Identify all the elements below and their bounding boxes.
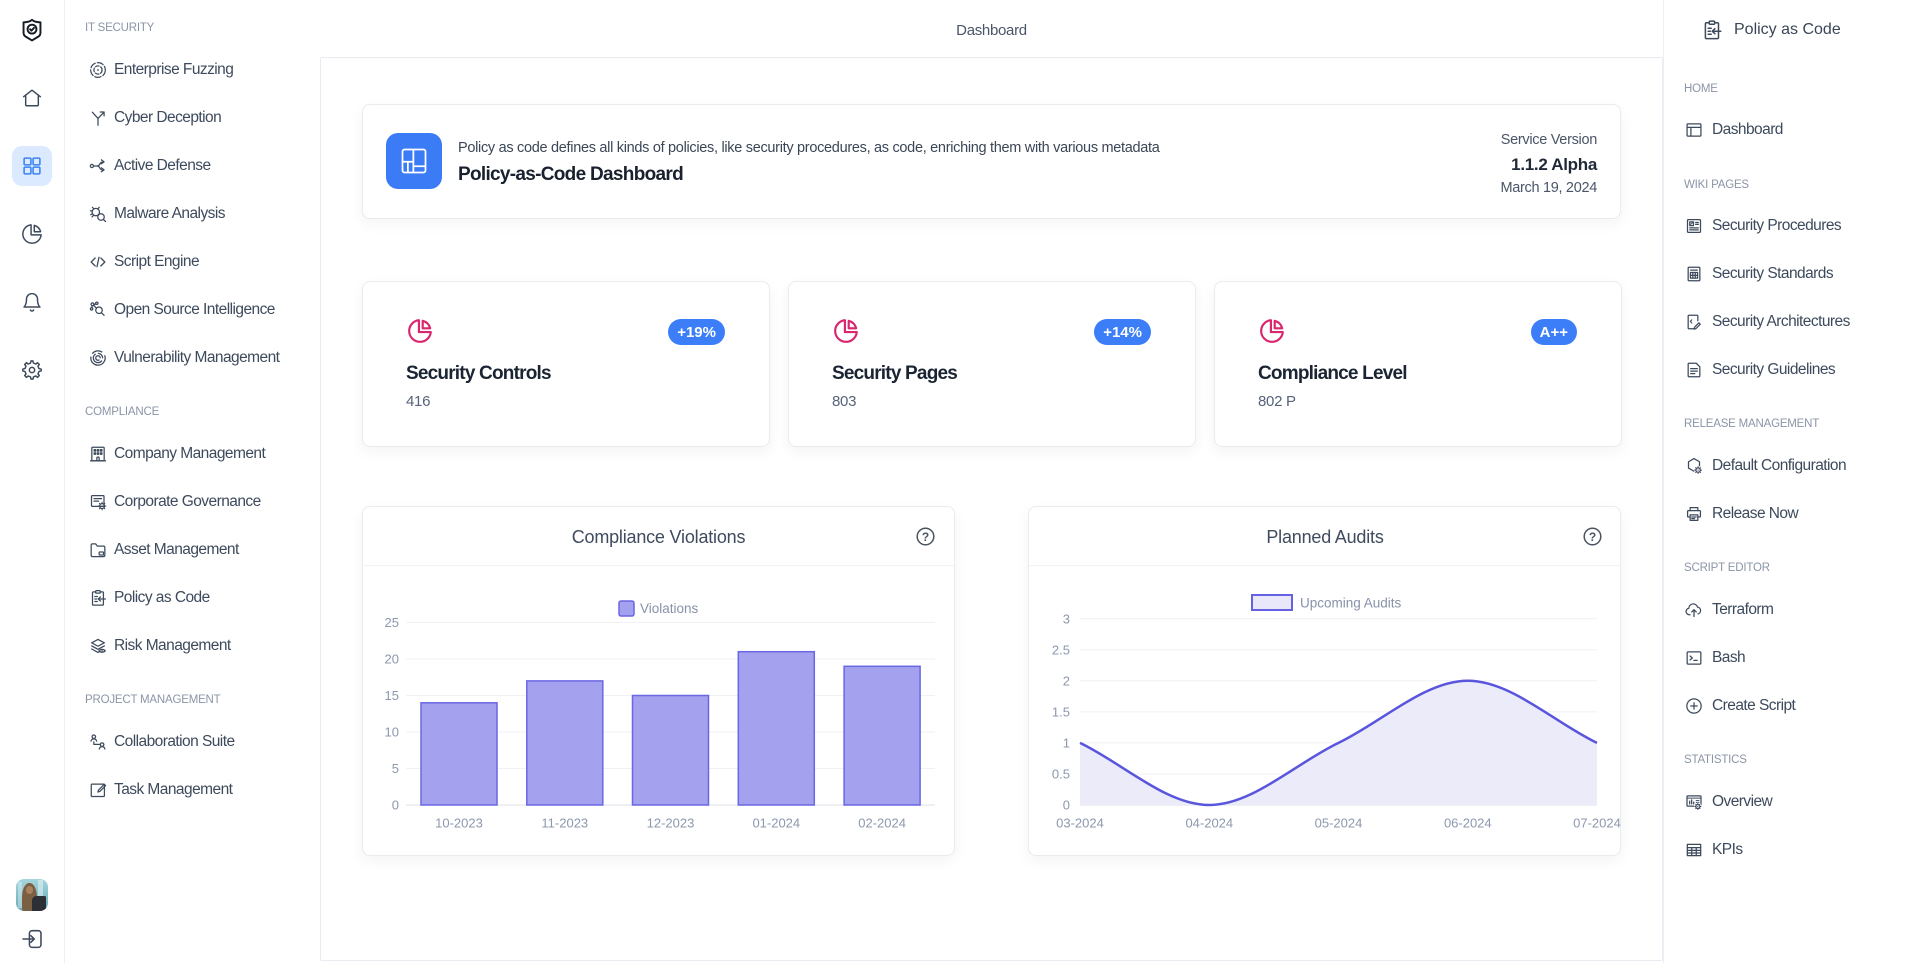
svg-text:15: 15 [385,688,399,703]
svg-text:03-2024: 03-2024 [1056,816,1104,831]
svg-text:?: ? [1589,530,1596,544]
svg-text:Upcoming Audits: Upcoming Audits [1300,596,1402,611]
svg-text:10: 10 [385,725,399,740]
svg-text:0.5: 0.5 [1052,767,1070,782]
svg-text:2: 2 [1063,673,1070,688]
svg-text:25: 25 [385,615,399,630]
svg-text:10-2023: 10-2023 [435,816,483,831]
svg-text:0: 0 [1063,798,1070,813]
svg-text:20: 20 [385,652,399,667]
svg-text:02-2024: 02-2024 [858,816,906,831]
svg-text:?: ? [922,530,929,544]
svg-text:01-2024: 01-2024 [752,816,800,831]
svg-text:2.5: 2.5 [1052,642,1070,657]
svg-text:0: 0 [392,798,399,813]
svg-text:06-2024: 06-2024 [1444,816,1492,831]
svg-text:04-2024: 04-2024 [1185,816,1233,831]
svg-text:12-2023: 12-2023 [647,816,695,831]
svg-text:1: 1 [1063,736,1070,751]
svg-text:07-2024: 07-2024 [1573,816,1621,831]
svg-text:05-2024: 05-2024 [1315,816,1363,831]
svg-text:5: 5 [392,761,399,776]
svg-text:11-2023: 11-2023 [541,816,588,831]
svg-text:Violations: Violations [640,601,699,616]
svg-text:1.5: 1.5 [1052,705,1070,720]
svg-text:3: 3 [1063,611,1070,626]
